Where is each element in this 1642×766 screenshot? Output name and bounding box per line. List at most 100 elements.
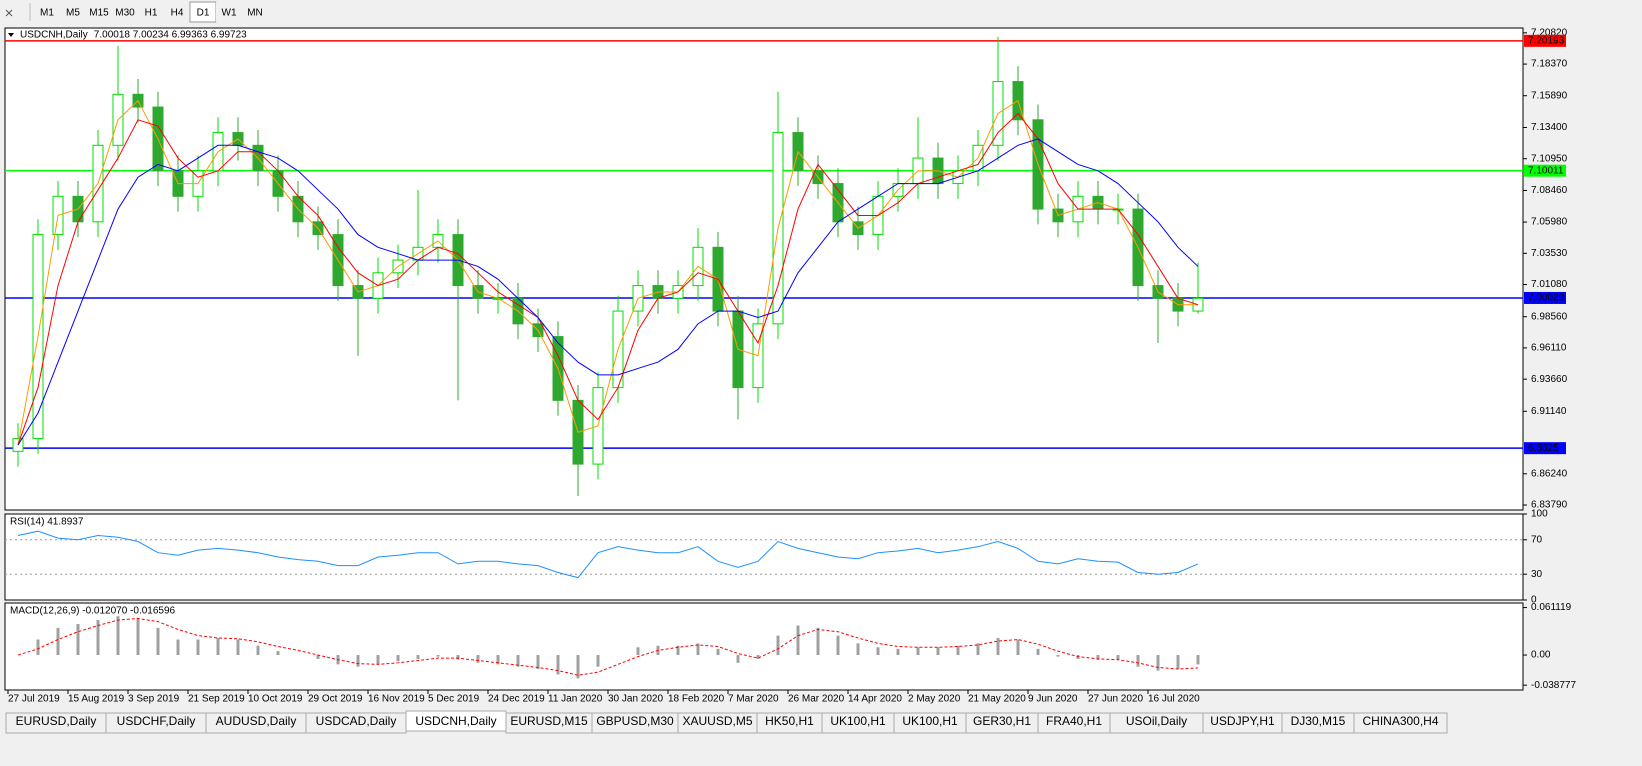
x-tick-label: 24 Dec 2019 [488,694,545,705]
x-tick-label: 10 Oct 2019 [248,694,303,705]
chart-tab[interactable]: UK100,H1 [893,712,967,734]
y-tick-label: 0 [1531,595,1537,606]
timeframe-label: M30 [115,8,135,19]
x-tick-label: 29 Oct 2019 [308,694,363,705]
tab-label: USDCHF,Daily [117,714,196,728]
chart-tab[interactable]: USDJPY,H1 [1202,712,1283,734]
y-tick-label: 7.18370 [1531,59,1568,70]
button-frame [86,2,112,22]
button-frame [216,2,242,22]
timeframe-button[interactable]: H4 [164,2,190,22]
y-tick-label: 7.15890 [1531,90,1568,101]
chart-tab[interactable]: EURUSD,M15 [505,712,593,734]
tab-label: USDCNH,Daily [415,714,496,728]
toolbar-icon [5,9,13,17]
chart-tab[interactable]: AUDUSD,Daily [205,712,307,734]
x-tick-label: 16 Jul 2020 [1148,694,1200,705]
button-frame [60,2,86,22]
timeframe-button[interactable]: W1 [216,2,242,22]
x-tick-label: 30 Jan 2020 [608,694,663,705]
tab-label: USDJPY,H1 [1210,714,1275,728]
y-tick-label: 7.13400 [1531,122,1568,133]
y-tick-label: 6.91140 [1531,406,1567,417]
timeframe-button[interactable]: M5 [60,2,86,22]
y-tick-label: 7.05980 [1531,217,1568,228]
x-tick-label: 26 Mar 2020 [788,694,845,705]
y-tick-label: 6.98560 [1531,311,1568,322]
timeframe-label: M1 [40,8,54,19]
moving-average [17,138,1199,446]
level-tag [1524,34,1566,47]
y-tick-label: 6.96110 [1531,343,1567,354]
timeframe-button[interactable]: MN [242,2,268,22]
panel [4,513,1524,601]
timeframe-button[interactable]: M1 [34,2,60,22]
chart-tab[interactable]: CHINA300,H4 [1353,712,1448,734]
x-tick-label: 14 Apr 2020 [848,694,902,705]
signal-line [17,618,1199,676]
y-tick-label: 100 [1531,509,1548,520]
collapse-icon [8,33,14,37]
timeframe-label: MN [247,8,263,19]
timeframe-button[interactable]: D1 [189,1,217,23]
tab-label: CHINA300,H4 [1362,714,1438,728]
rsi-line [17,530,1199,579]
tab-label: HK50,H1 [765,714,814,728]
x-tick-label: 16 Nov 2019 [368,694,425,705]
x-tick-label: 9 Jun 2020 [1028,694,1078,705]
timeframe-label: W1 [222,8,237,19]
tab-label: XAUUSD,M5 [682,714,752,728]
button-frame [242,2,268,22]
chart-tab[interactable]: HK50,H1 [756,712,823,734]
x-tick-label: 7 Mar 2020 [728,694,779,705]
y-tick-label: 7.20820 [1531,27,1568,38]
chart-tab[interactable]: EURUSD,Daily [5,712,107,734]
y-tick-label: 0.061119 [1531,602,1572,613]
x-tick-label: 15 Aug 2019 [68,694,125,705]
y-tick-label: 7.03530 [1531,248,1568,259]
tab-frame [1353,712,1448,734]
chart-tab[interactable]: XAUUSD,M5 [677,712,758,734]
timeframe-button[interactable]: M30 [112,2,138,22]
tab-label: EURUSD,M15 [510,714,588,728]
y-tick-label: 0.00 [1531,650,1551,661]
y-tick-label: 30 [1531,569,1543,580]
timeframe-button[interactable]: H1 [138,2,164,22]
tab-label: GER30,H1 [973,714,1031,728]
chart-tab[interactable]: UK100,H1 [821,712,895,734]
x-tick-label: 27 Jun 2020 [1088,694,1143,705]
panel [4,27,1524,511]
timeframe-button[interactable]: M15 [86,2,112,22]
timeframe-label: H4 [171,8,184,19]
chart-title: USDCNH,Daily [20,30,88,41]
tab-label: GBPUSD,M30 [596,714,674,728]
moving-average [17,112,1199,446]
tab-label: FRA40,H1 [1046,714,1102,728]
y-tick-label: 6.83790 [1531,500,1568,511]
chart-tab[interactable]: DJ30,M15 [1281,712,1355,734]
chart-tab[interactable]: USOil,Daily [1109,712,1204,734]
level-tag [1524,442,1566,455]
chart-tab[interactable]: GER30,H1 [965,712,1039,734]
quote: 7.00018 7.00234 6.99363 6.99723 [94,30,247,41]
level-tag [1524,164,1566,177]
tab-label: USDCAD,Daily [316,714,397,728]
y-tick-label: 7.08460 [1531,185,1568,196]
tab-label: UK100,H1 [830,714,886,728]
x-tick-label: 21 May 2020 [968,694,1026,705]
chart-tab[interactable]: FRA40,H1 [1037,712,1111,734]
level-tag [1524,291,1566,304]
chart-tab[interactable]: GBPUSD,M30 [591,712,679,734]
x-tick-label: 18 Feb 2020 [668,694,725,705]
timeframe-label: M5 [66,8,80,19]
tab-label: DJ30,M15 [1291,714,1346,728]
x-tick-label: 5 Dec 2019 [428,694,480,705]
level-label: 7.10011 [1528,165,1564,176]
level-label: 7.20193 [1528,35,1565,46]
y-tick-label: -0.038777 [1531,680,1576,691]
chart-tab[interactable]: USDCAD,Daily [305,712,407,734]
chart-tab[interactable]: USDCNH,Daily [405,710,507,732]
chart-tab[interactable]: USDCHF,Daily [105,712,207,734]
button-frame [34,2,60,22]
